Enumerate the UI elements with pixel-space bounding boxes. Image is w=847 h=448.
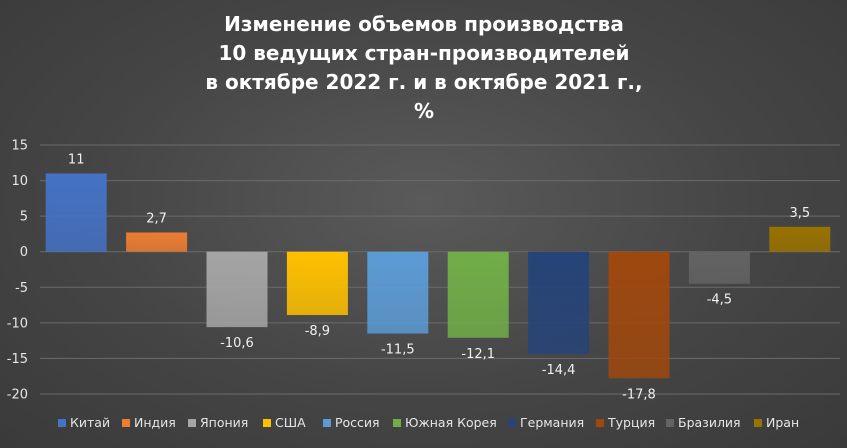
legend-label: Южная Корея xyxy=(405,415,497,430)
legend-label: Иран xyxy=(766,415,799,430)
data-labels: 11 2,7 -10,6 -8,9 -11,5 -12,1 -14,4 -17,8 -4,5 3,… xyxy=(68,152,810,402)
chart-title: Изменение объемов производства 10 ведущих… xyxy=(205,12,642,123)
legend-swatch xyxy=(754,419,762,427)
data-label: 2,7 xyxy=(146,212,167,227)
data-label: -8,9 xyxy=(305,324,330,339)
bar-Индия xyxy=(126,232,188,252)
y-tick-label: 5 xyxy=(20,210,28,225)
bar-Германия xyxy=(528,251,590,355)
legend-label: Бразилия xyxy=(678,415,741,430)
legend-swatch xyxy=(122,419,130,427)
y-axis-ticks: 15 10 5 0 -5 -10 -15 -20 xyxy=(7,139,28,403)
legend-swatch xyxy=(393,419,401,427)
bar-Россия xyxy=(367,251,429,334)
bar-Япония xyxy=(206,251,268,328)
legend-swatch xyxy=(666,419,674,427)
y-tick-label: -10 xyxy=(7,316,28,331)
bar-Турция xyxy=(608,251,670,379)
y-tick-label: -20 xyxy=(7,388,28,403)
data-label: 11 xyxy=(68,152,85,167)
title-line-2: 10 ведущих стран-производителей xyxy=(218,41,629,65)
data-label: 3,5 xyxy=(789,206,810,221)
title-line-4: % xyxy=(414,99,434,123)
bars xyxy=(45,173,831,379)
bar-Бразилия xyxy=(688,251,750,284)
legend-label: Россия xyxy=(335,415,380,430)
y-tick-label: 15 xyxy=(11,139,28,154)
data-label: -10,6 xyxy=(220,336,254,351)
data-label: -11,5 xyxy=(381,343,415,358)
bar-Южная Корея xyxy=(447,251,509,338)
data-label: -12,1 xyxy=(461,347,495,362)
legend-swatch xyxy=(58,419,66,427)
legend-label: Турция xyxy=(607,415,655,430)
legend-label: Индия xyxy=(134,415,176,430)
legend-label: Германия xyxy=(520,415,584,430)
data-label: -17,8 xyxy=(622,387,656,402)
legend-label: США xyxy=(275,415,306,430)
legend-swatch xyxy=(323,419,331,427)
legend-swatch xyxy=(596,419,604,427)
title-line-3: в октябре 2022 г. и в октябре 2021 г., xyxy=(205,70,642,94)
legend-swatch xyxy=(263,419,271,427)
bar-США xyxy=(286,251,348,316)
bar-Иран xyxy=(769,226,831,252)
legend-label: Япония xyxy=(200,415,248,430)
title-line-1: Изменение объемов производства xyxy=(224,12,624,36)
data-label: -4,5 xyxy=(707,293,732,308)
y-tick-label: 0 xyxy=(20,245,28,260)
y-tick-label: -15 xyxy=(7,352,28,367)
data-label: -14,4 xyxy=(542,363,576,378)
y-tick-label: -5 xyxy=(15,281,28,296)
legend-swatch xyxy=(188,419,196,427)
bar-Китай xyxy=(45,173,107,252)
legend: Китай Индия Япония США Россия Южная Корея Герм… xyxy=(58,415,799,430)
legend-label: Китай xyxy=(70,415,110,430)
legend-swatch xyxy=(508,419,516,427)
y-tick-label: 10 xyxy=(11,174,28,189)
